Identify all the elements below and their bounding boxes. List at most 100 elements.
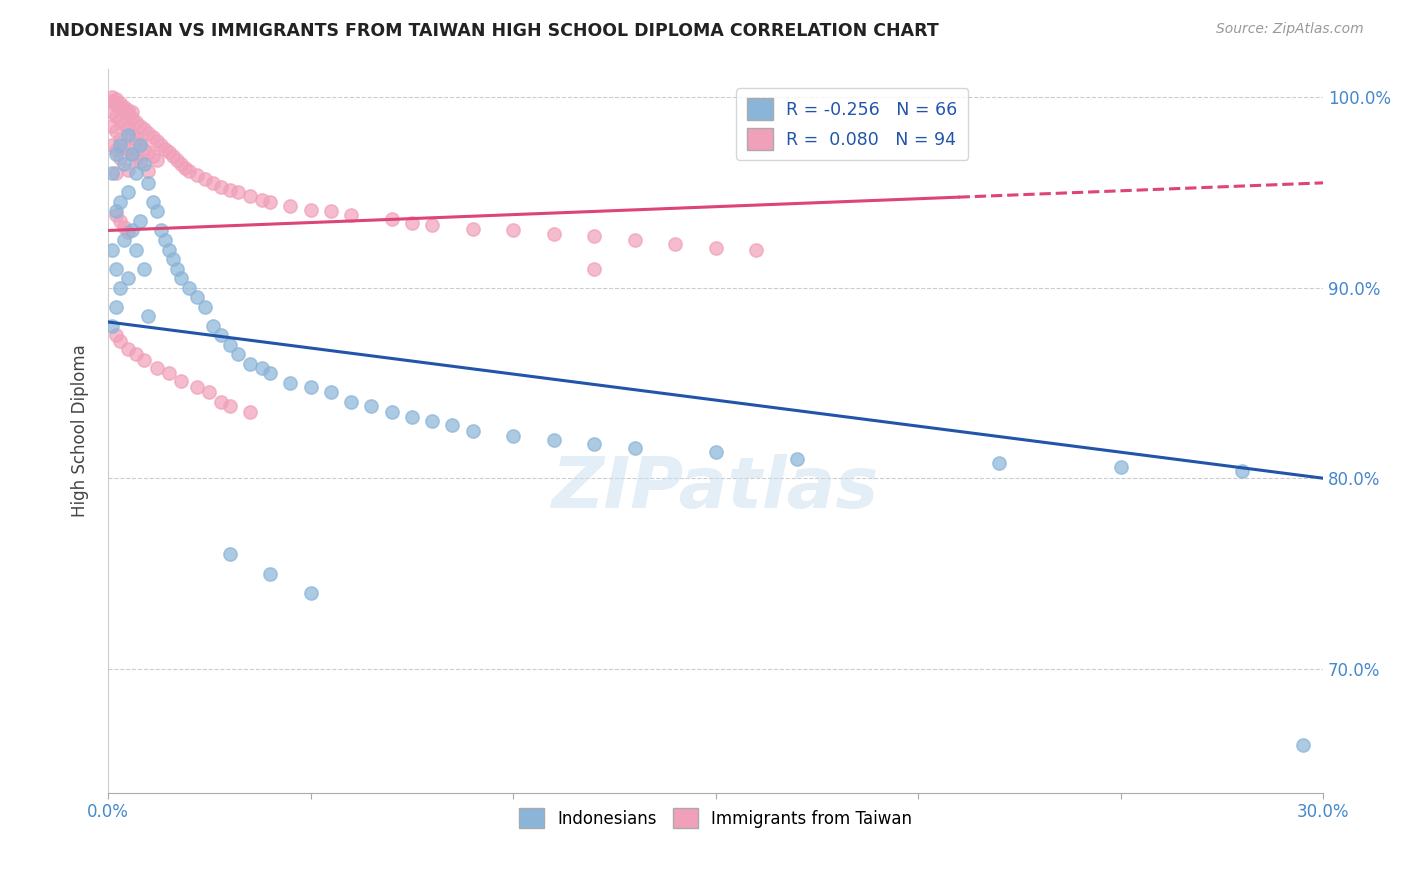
Point (121, 223, 143, 237)
Point (117, 342, 139, 356)
Point (105, 166, 128, 180)
Point (149, 137, 172, 152)
Point (401, 216, 423, 230)
Point (121, 147, 143, 161)
Point (145, 204, 167, 219)
Point (117, 120, 139, 135)
Point (121, 105, 143, 120)
Point (105, 92, 128, 106)
Point (101, 119, 124, 133)
Point (186, 380, 208, 394)
Point (108, 151, 131, 165)
Point (461, 221, 484, 235)
Point (401, 410, 423, 425)
Point (101, 166, 124, 180)
Point (299, 585, 322, 599)
Point (664, 236, 686, 251)
Point (108, 137, 131, 152)
Text: Source: ZipAtlas.com: Source: ZipAtlas.com (1216, 22, 1364, 37)
Point (209, 328, 232, 343)
Point (105, 124, 128, 138)
Point (704, 241, 727, 255)
Point (153, 233, 176, 247)
Point (108, 100, 131, 114)
Point (209, 179, 232, 194)
Point (108, 280, 131, 294)
Point (129, 119, 152, 133)
Point (319, 204, 342, 219)
Point (117, 103, 139, 118)
Point (461, 424, 484, 438)
Point (112, 100, 135, 114)
Point (134, 122, 156, 136)
Point (420, 218, 443, 232)
Point (259, 194, 281, 209)
Point (141, 149, 163, 163)
Point (105, 144, 128, 158)
Point (278, 199, 301, 213)
Point (112, 117, 135, 131)
Point (218, 548, 240, 562)
Point (209, 395, 232, 409)
Point (218, 184, 240, 198)
Point (101, 318, 124, 333)
Point (299, 202, 322, 217)
Point (112, 219, 135, 234)
Point (125, 347, 148, 361)
Point (988, 456, 1011, 470)
Point (202, 176, 225, 190)
Point (170, 271, 193, 285)
Point (134, 353, 156, 368)
Point (1230, 464, 1253, 478)
Point (226, 186, 249, 200)
Point (129, 154, 152, 169)
Point (157, 145, 180, 160)
Point (125, 151, 148, 165)
Text: ZIPatlas: ZIPatlas (553, 454, 879, 523)
Point (1109, 459, 1132, 474)
Point (101, 243, 124, 257)
Point (101, 94, 124, 108)
Point (177, 280, 200, 294)
Point (174, 161, 197, 175)
Point (340, 395, 363, 409)
Point (117, 186, 139, 200)
Text: INDONESIAN VS IMMIGRANTS FROM TAIWAN HIGH SCHOOL DIPLOMA CORRELATION CHART: INDONESIAN VS IMMIGRANTS FROM TAIWAN HIG… (49, 22, 939, 40)
Point (340, 208, 363, 222)
Point (134, 261, 156, 276)
Point (121, 128, 143, 143)
Point (194, 300, 217, 314)
Point (105, 261, 128, 276)
Point (583, 229, 606, 244)
Point (145, 134, 167, 148)
Point (157, 367, 180, 381)
Point (239, 357, 262, 371)
Point (117, 142, 139, 156)
Point (250, 360, 273, 375)
Point (218, 399, 240, 413)
Point (149, 223, 172, 237)
Point (299, 380, 322, 394)
Point (502, 429, 524, 443)
Point (623, 441, 645, 455)
Point (162, 252, 184, 266)
Point (117, 226, 139, 240)
Point (108, 334, 131, 348)
Point (121, 111, 143, 125)
Point (380, 212, 402, 227)
Point (105, 109, 128, 123)
Point (502, 223, 524, 237)
Point (226, 347, 249, 361)
Point (319, 385, 342, 400)
Point (112, 137, 135, 152)
Point (112, 233, 135, 247)
Point (138, 164, 160, 178)
Point (145, 153, 167, 167)
Point (360, 399, 382, 413)
Point (583, 437, 606, 451)
Point (101, 137, 124, 152)
Point (105, 300, 128, 314)
Point (105, 208, 128, 222)
Point (112, 157, 135, 171)
Point (420, 414, 443, 428)
